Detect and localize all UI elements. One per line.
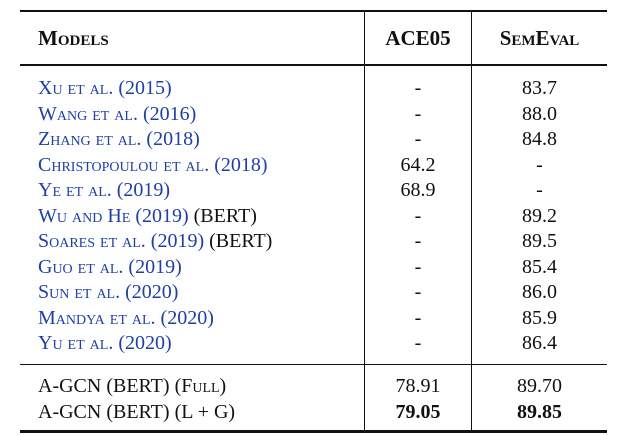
table-row: Wang et al. (2016) - 88.0 <box>20 101 607 127</box>
ours-ace05: 78.91 <box>364 373 472 399</box>
ace05-cell: - <box>364 75 472 102</box>
ours-model: A-GCN (BERT) (Full) <box>38 375 227 398</box>
ace05-cell: - <box>364 203 472 229</box>
ours-ace05-best: 79.05 <box>364 398 472 425</box>
model-cell: Christopoulou et al. (2018) <box>20 155 364 175</box>
header-rule <box>20 64 607 66</box>
citation-link[interactable]: Wang et al. (2016) <box>38 102 197 125</box>
table-row: Christopoulou et al. (2018) 64.2 - <box>20 152 607 178</box>
citation-link[interactable]: Christopoulou et al. (2018) <box>38 153 268 176</box>
citation-link[interactable]: Ye et al. (2019) <box>38 179 171 202</box>
ours-row-full: A-GCN (BERT) (Full) 78.91 89.70 <box>20 373 607 399</box>
header-semeval: SemEval <box>499 25 580 50</box>
model-cell: Yu et al. (2020) <box>20 333 364 353</box>
model-suffix: (BERT) <box>204 230 273 253</box>
spacer <box>20 356 607 365</box>
ours-semeval: 89.70 <box>517 375 562 398</box>
citation-link[interactable]: Guo et al. (2019) <box>38 255 182 278</box>
table-row: Sun et al. (2020) - 86.0 <box>20 279 607 306</box>
ace05-cell: - <box>364 101 472 127</box>
ace05-cell: - <box>364 228 472 255</box>
semeval-cell: 84.8 <box>522 128 557 151</box>
header-models: Models <box>38 25 109 50</box>
model-cell: Soares et al. (2019) (BERT) <box>20 231 364 251</box>
semeval-cell: 89.2 <box>522 204 557 227</box>
ours-row-lg: A-GCN (BERT) (L + G) 79.05 89.85 <box>20 398 607 425</box>
semeval-cell: - <box>536 179 543 202</box>
header-row: Models ACE05 SemEval <box>20 12 607 65</box>
citation-link[interactable]: Yu et al. (2020) <box>38 332 172 355</box>
bottom-rule <box>20 430 607 433</box>
model-cell: Zhang et al. (2018) <box>20 129 364 149</box>
model-cell: Wang et al. (2016) <box>20 104 364 124</box>
spacer <box>20 424 607 431</box>
baseline-rows: Xu et al. (2015) - 83.7 Wang et al. (2016) -… <box>20 75 607 357</box>
table-row: Guo et al. (2019) - 85.4 <box>20 254 607 280</box>
spacer <box>20 365 607 374</box>
table-row: Wu and He (2019) (BERT) -89.2 <box>20 203 607 229</box>
semeval-cell: - <box>536 153 543 176</box>
mid-rule <box>20 364 607 366</box>
citation-link[interactable]: Zhang et al. (2018) <box>38 128 200 151</box>
table-row: Xu et al. (2015) - 83.7 <box>20 75 607 102</box>
ace05-cell: 64.2 <box>364 152 472 178</box>
citation-link[interactable]: Sun et al. (2020) <box>38 281 179 304</box>
table-row: Ye et al. (2019) 68.9 - <box>20 177 607 204</box>
ace05-cell: 68.9 <box>364 177 472 204</box>
semeval-cell: 85.4 <box>522 255 557 278</box>
model-suffix: (BERT) <box>188 204 257 227</box>
table-row: Mandya et al. (2020) - 85.9 <box>20 305 607 331</box>
model-cell: Guo et al. (2019) <box>20 257 364 277</box>
model-cell: Mandya et al. (2020) <box>20 308 364 328</box>
ours-model: A-GCN (BERT) (L + G) <box>38 400 236 423</box>
model-cell: Wu and He (2019) (BERT) <box>20 206 364 226</box>
citation-link[interactable]: Wu and He (2019) <box>38 204 189 227</box>
results-table: Models ACE05 SemEval Xu et al. (2015) - 83… <box>20 10 607 433</box>
semeval-cell: 89.5 <box>522 230 557 253</box>
ace05-cell: - <box>364 305 472 331</box>
header-ace05: ACE05 <box>364 12 472 65</box>
table-row: Yu et al. (2020) - 86.4 <box>20 330 607 357</box>
semeval-cell: 85.9 <box>522 306 557 329</box>
semeval-cell: 88.0 <box>522 102 557 125</box>
ace05-cell: - <box>364 254 472 280</box>
table-row: Soares et al. (2019) (BERT) -89.5 <box>20 228 607 255</box>
ace05-cell: - <box>364 126 472 153</box>
model-cell: Ye et al. (2019) <box>20 180 364 200</box>
model-cell: Sun et al. (2020) <box>20 282 364 302</box>
ours-semeval-best: 89.85 <box>517 400 562 423</box>
semeval-cell: 86.4 <box>522 332 557 355</box>
top-rule <box>20 10 607 13</box>
semeval-cell: 86.0 <box>522 281 557 304</box>
citation-link[interactable]: Soares et al. (2019) <box>38 230 205 253</box>
table-row: Zhang et al. (2018) - 84.8 <box>20 126 607 153</box>
ace05-cell: - <box>364 279 472 306</box>
spacer <box>20 65 607 76</box>
semeval-cell: 83.7 <box>522 77 557 100</box>
ace05-cell: - <box>364 330 472 357</box>
citation-link[interactable]: Mandya et al. (2020) <box>38 306 214 329</box>
citation-link[interactable]: Xu et al. (2015) <box>38 77 172 100</box>
model-cell: Xu et al. (2015) <box>20 78 364 98</box>
